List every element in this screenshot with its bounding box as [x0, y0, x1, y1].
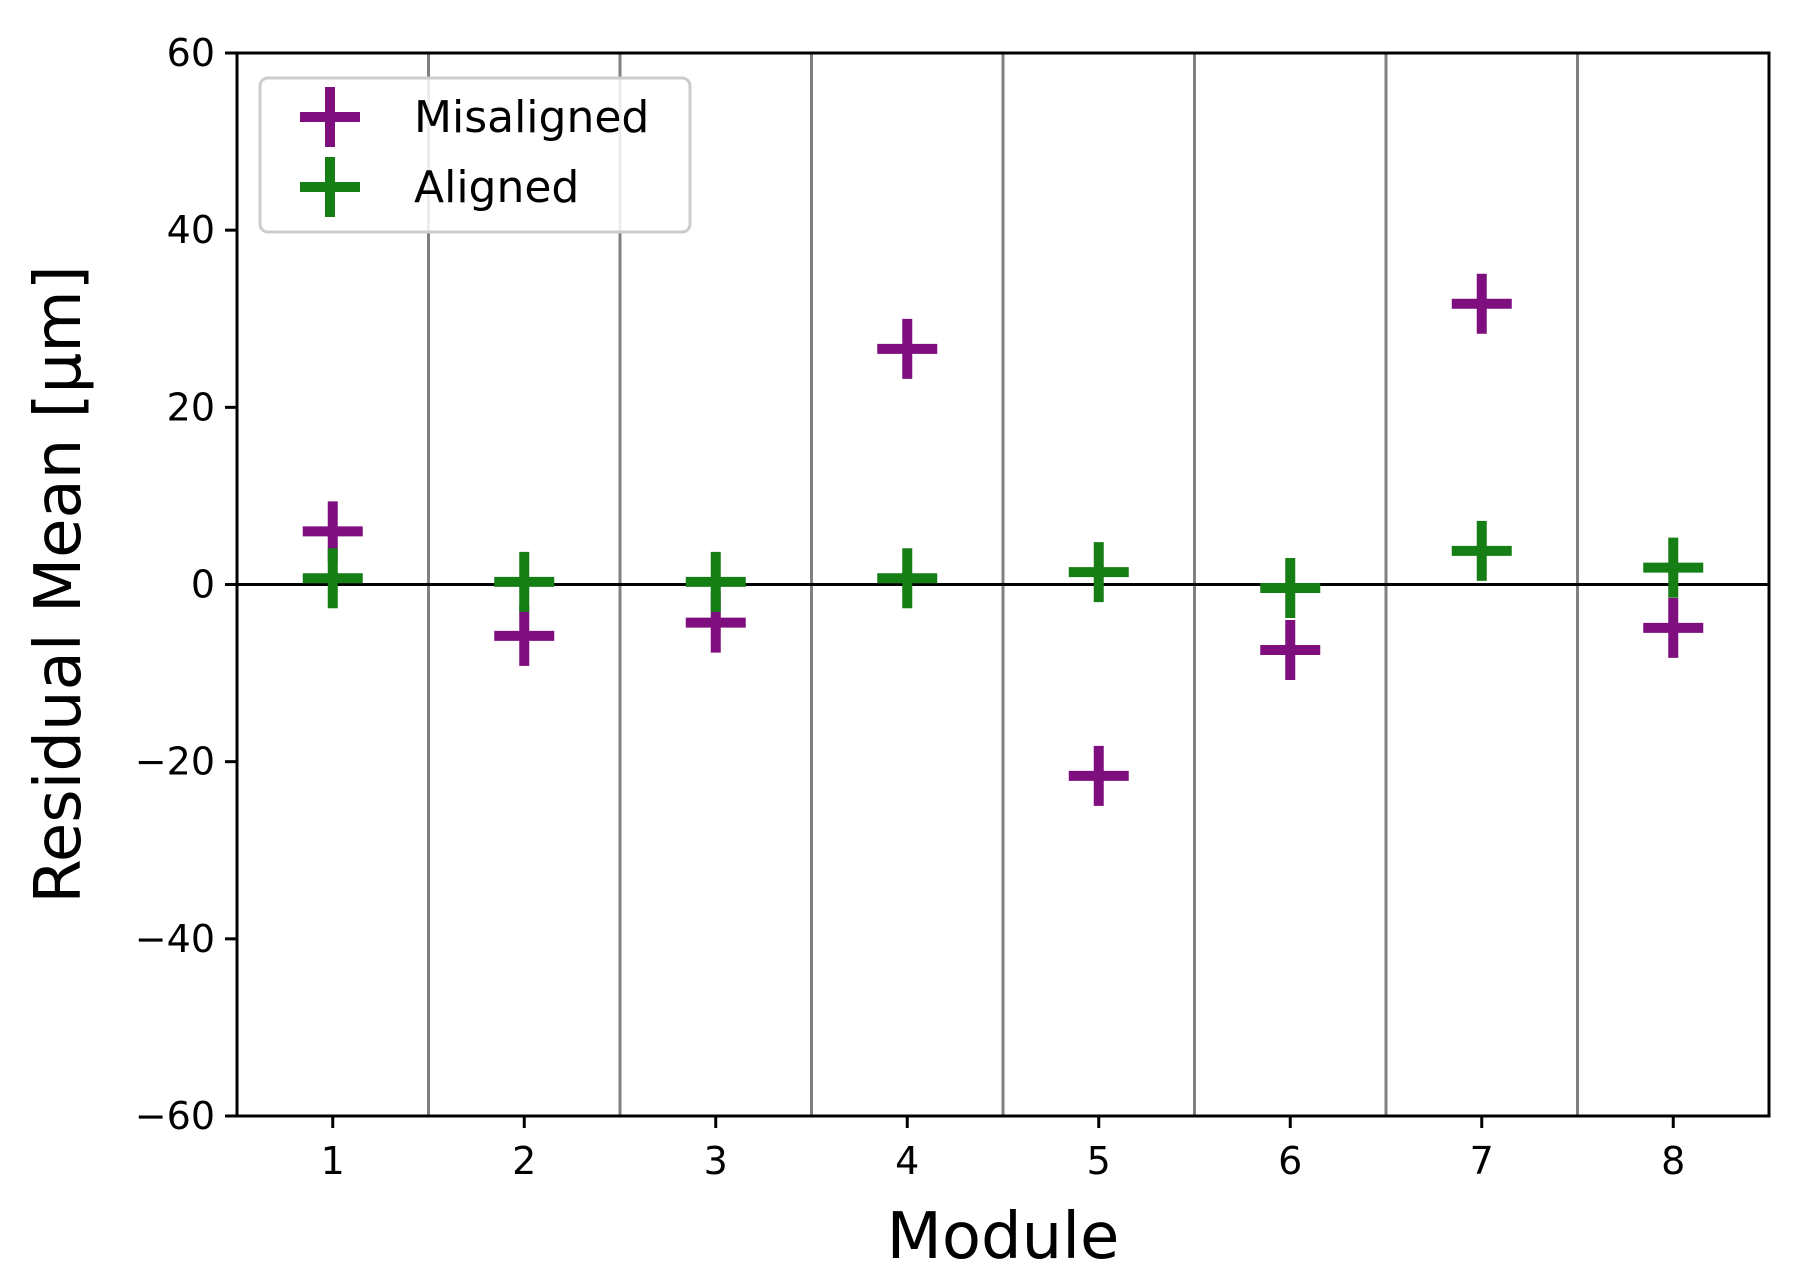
x-tick-label: 7: [1470, 1139, 1494, 1183]
x-tick-label: 3: [704, 1139, 728, 1183]
point-misaligned: [1643, 597, 1704, 658]
y-axis-ticks: −60 −40 −20 0 20 40 60: [135, 31, 237, 1138]
point-aligned: [1451, 520, 1512, 581]
x-tick-label: 1: [321, 1139, 345, 1183]
legend-marker-aligned: [300, 157, 360, 217]
point-aligned: [685, 551, 746, 612]
y-tick-label: 0: [191, 563, 215, 607]
point-aligned: [1260, 558, 1321, 619]
y-axis-title: Residual Mean [μm]: [22, 265, 96, 903]
point-misaligned: [1451, 273, 1512, 334]
point-aligned: [1068, 542, 1129, 603]
point-misaligned: [1260, 620, 1321, 681]
x-axis-title: Module: [887, 1200, 1120, 1263]
y-tick-label: 40: [167, 208, 215, 252]
x-tick-label: 8: [1661, 1139, 1685, 1183]
y-tick-label: 60: [167, 31, 215, 75]
x-tick-label: 6: [1278, 1139, 1302, 1183]
x-tick-label: 2: [512, 1139, 536, 1183]
legend: Misaligned Aligned: [258, 76, 692, 234]
x-axis-ticks: 1 2 3 4 5 6 7 8: [321, 1116, 1685, 1183]
point-aligned: [494, 551, 555, 612]
y-tick-label: −60: [135, 1094, 215, 1138]
data-points: [302, 273, 1704, 806]
legend-marker-misaligned: [300, 87, 360, 147]
point-misaligned: [494, 605, 555, 666]
x-tick-label: 4: [895, 1139, 919, 1183]
point-misaligned: [877, 318, 938, 379]
y-tick-label: 20: [167, 385, 215, 429]
legend-frame: [258, 76, 692, 234]
y-tick-label: −40: [135, 917, 215, 961]
point-aligned: [1643, 537, 1704, 598]
x-tick-label: 5: [1087, 1139, 1111, 1183]
point-aligned: [877, 548, 938, 609]
legend-label-misaligned: Misaligned: [414, 92, 649, 143]
point-misaligned: [1068, 745, 1129, 806]
y-tick-label: −20: [135, 740, 215, 784]
point-aligned: [302, 548, 363, 609]
legend-label-aligned: Aligned: [414, 162, 579, 213]
